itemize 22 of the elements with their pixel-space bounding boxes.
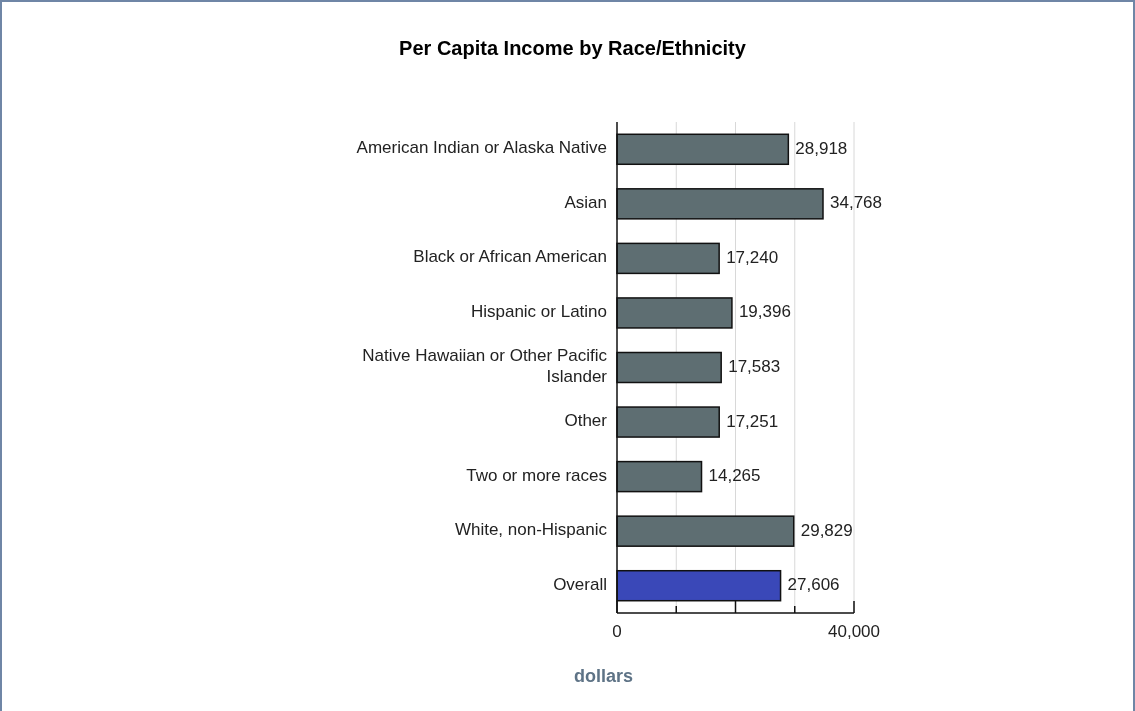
y-tick-label: White, non-Hispanic <box>454 520 608 540</box>
y-tick-label: Overall <box>553 575 607 595</box>
data-label: 14,265 <box>708 466 761 486</box>
chart-title: Per Capita Income by Race/Ethnicity <box>399 37 747 59</box>
y-tick-label: Other <box>564 411 608 431</box>
data-label: 34,768 <box>830 193 882 213</box>
data-label: 29,829 <box>800 520 853 540</box>
x-tick-label: 40,000 <box>828 622 880 641</box>
y-tick-label: Black or African American <box>413 247 607 267</box>
x-tick-label: 0 <box>612 622 622 641</box>
data-label: 19,396 <box>738 302 791 322</box>
data-label: 28,918 <box>795 138 848 158</box>
y-tick-label: Asian <box>564 193 607 213</box>
y-tick-label: Hispanic or Latino <box>470 302 607 322</box>
x-axis-title: dollars <box>574 666 634 686</box>
y-tick-label: Native Hawaiian or Other Pacific Islander <box>362 346 608 387</box>
data-label: 27,606 <box>787 575 840 595</box>
data-label: 17,240 <box>726 247 779 267</box>
y-tick-label: American Indian or Alaska Native <box>356 138 607 158</box>
data-label: 17,251 <box>726 411 779 431</box>
data-label: 17,583 <box>728 356 781 376</box>
y-tick-label: Two or more races <box>466 466 607 486</box>
